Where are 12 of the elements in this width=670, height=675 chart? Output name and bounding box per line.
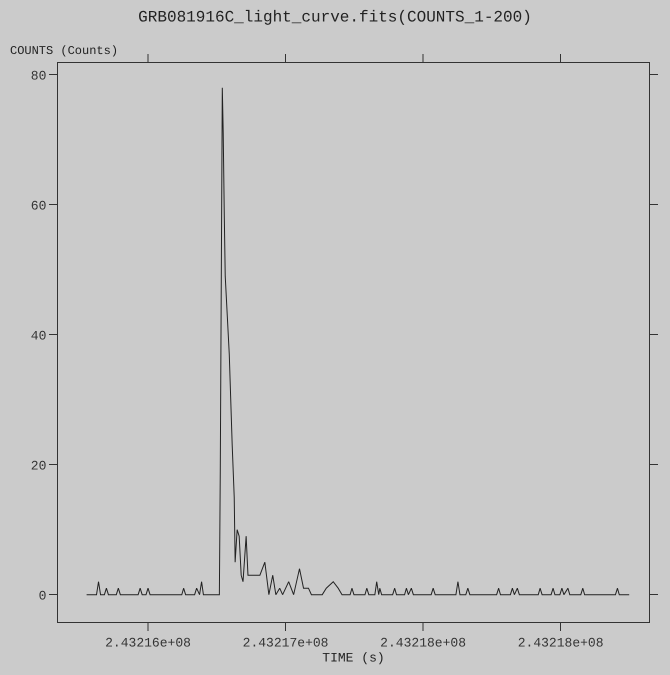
x-tick-label: 2.43218e+08 bbox=[380, 636, 466, 651]
y-tick-label: 40 bbox=[30, 328, 46, 344]
x-tick-label: 2.43218e+08 bbox=[518, 636, 604, 651]
x-axis-title: TIME (s) bbox=[322, 650, 385, 666]
y-tick-label: 0 bbox=[38, 588, 46, 604]
x-tick-label: 2.43217e+08 bbox=[242, 636, 328, 651]
y-tick-label: 80 bbox=[30, 68, 46, 84]
y-tick-label: 60 bbox=[30, 198, 46, 214]
chart-title: GRB081916C_light_curve.fits(COUNTS_1-200) bbox=[138, 8, 532, 26]
y-axis-title: COUNTS (Counts) bbox=[10, 44, 118, 58]
y-tick-label: 20 bbox=[30, 458, 46, 474]
x-tick-label: 2.43216e+08 bbox=[105, 636, 191, 651]
